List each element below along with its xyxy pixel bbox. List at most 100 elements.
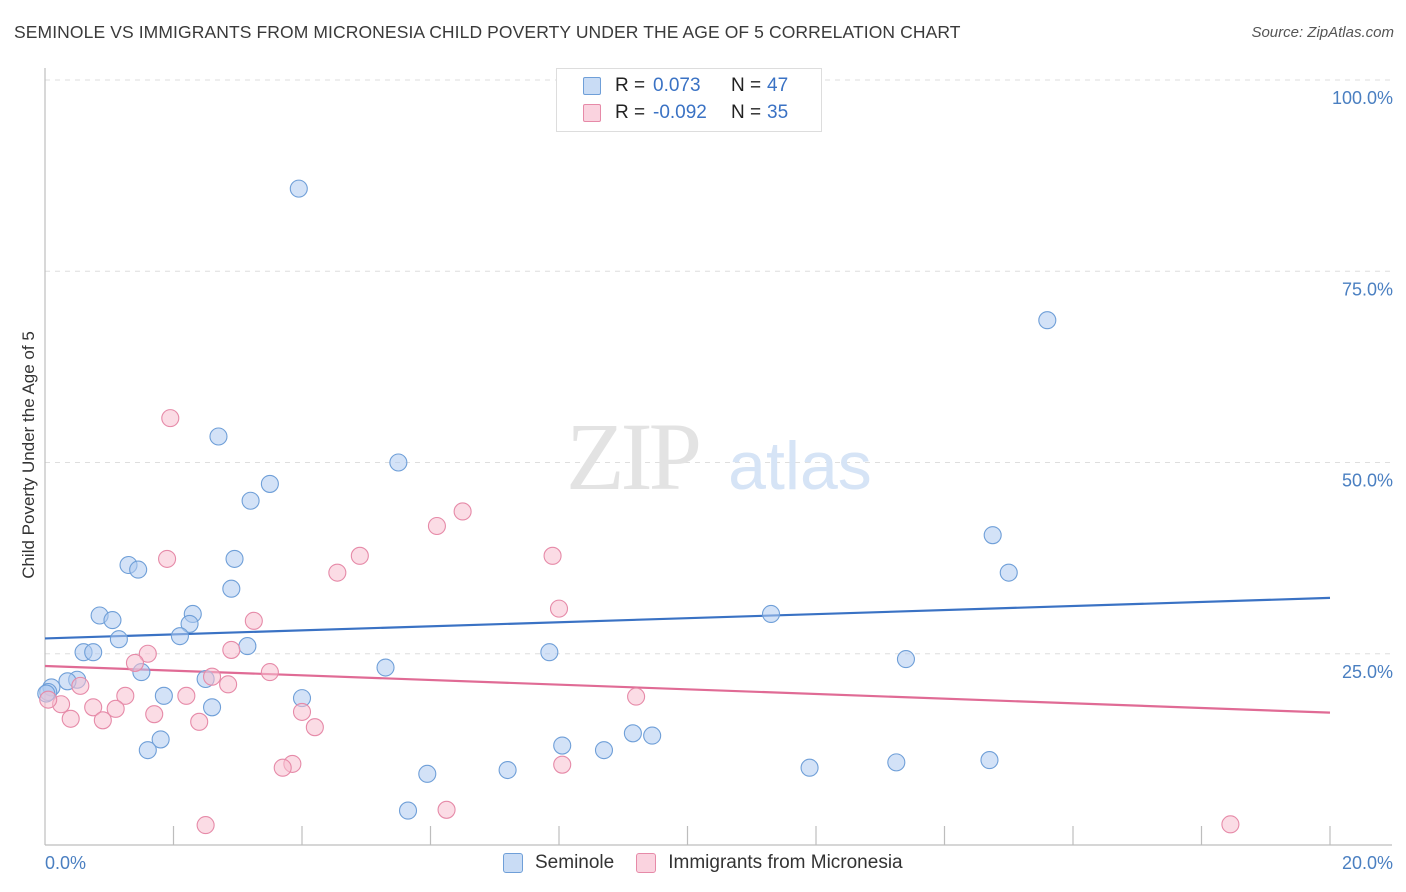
micronesia-point-20: [84, 698, 103, 717]
trend-lines: [44, 596, 1331, 714]
legend-item-seminole: Seminole: [503, 852, 614, 874]
legend-row-micronesia: R = -0.092 N = 35: [583, 101, 788, 125]
legend-swatch-micronesia: [583, 104, 601, 122]
watermark-zip: ZIP: [566, 403, 699, 510]
watermark-atlas: atlas: [728, 428, 872, 504]
seminole-point-0: [289, 179, 308, 198]
micronesia-point-30: [553, 755, 572, 774]
micronesia-point-8: [244, 611, 263, 630]
seminole-point-37: [643, 726, 662, 745]
y-tick-label-50: 50.0%: [1342, 471, 1393, 491]
micronesia-point-33: [1221, 815, 1240, 834]
micronesia-point-27: [305, 718, 324, 737]
micronesia-point-25: [93, 711, 112, 730]
seminole-point-23: [896, 650, 916, 669]
micronesia-point-13: [203, 667, 222, 686]
seminole-point-7: [999, 563, 1018, 582]
micronesia-point-24: [61, 709, 80, 728]
legend-label-seminole: Seminole: [535, 852, 615, 873]
legend-r-label: R =: [615, 75, 646, 96]
y-axis-label: Child Poverty Under the Age of 5: [19, 331, 38, 579]
micronesia-point-2: [427, 516, 446, 536]
seminole-point-39: [594, 741, 614, 760]
seminole-point-2: [209, 427, 228, 446]
micronesia-point-14: [219, 675, 238, 694]
seminole-point-5: [241, 491, 260, 510]
seminole-point-44: [418, 764, 437, 783]
legend-item-micronesia: Immigrants from Micronesia: [636, 852, 903, 874]
correlation-legend: R = 0.073 N = 47 R = -0.092 N = 35: [556, 68, 822, 132]
seminole-point-34: [151, 730, 170, 749]
micronesia-point-34: [39, 690, 58, 709]
seminole-point-35: [138, 741, 157, 760]
watermark: ZIP atlas: [566, 403, 872, 510]
seminole-point-9: [129, 560, 148, 579]
seminole-point-42: [800, 758, 819, 777]
seminole-point-14: [103, 611, 122, 630]
micronesia-point-7: [549, 599, 569, 618]
micronesia-point-1: [453, 502, 472, 521]
seminole-point-24: [376, 658, 395, 677]
chart-title: SEMINOLE VS IMMIGRANTS FROM MICRONESIA C…: [14, 22, 961, 42]
micronesia-point-5: [543, 546, 562, 565]
y-tick-label-100: 100.0%: [1332, 88, 1393, 108]
legend-swatch-seminole: [583, 77, 601, 95]
y-tick-label-75: 75.0%: [1342, 279, 1393, 299]
seminole-point-10: [225, 549, 244, 568]
grid-lines: [45, 79, 1392, 655]
seminole-point-21: [84, 643, 103, 662]
seminole-point-11: [222, 579, 241, 598]
seminole-point-18: [109, 630, 128, 649]
micronesia-point-23: [145, 705, 164, 724]
micronesia-point-22: [292, 702, 312, 721]
micronesia-point-32: [196, 816, 215, 835]
tick-labels: 25.0% 50.0% 75.0% 100.0% 0.0% 20.0%: [45, 88, 1393, 873]
seminole-point-3: [389, 453, 408, 472]
legend-swatch-seminole: [503, 853, 523, 873]
legend-n-label: N =: [731, 102, 762, 123]
x-tick-label-20: 20.0%: [1342, 853, 1393, 873]
seminole-point-1: [1038, 311, 1057, 330]
micronesia-point-17: [177, 686, 196, 705]
micronesia-point-31: [437, 800, 456, 819]
micronesia-point-16: [116, 686, 135, 705]
legend-label-micronesia: Immigrants from Micronesia: [668, 852, 903, 873]
legend-swatch-micronesia: [636, 853, 657, 873]
legend-row-seminole: R = 0.073 N = 47: [583, 74, 788, 98]
seminole-point-12: [761, 604, 781, 624]
series-legend: Seminole Immigrants from Micronesia: [503, 852, 925, 874]
y-tick-label-25: 25.0%: [1342, 662, 1393, 682]
seminole-point-40: [980, 751, 999, 770]
seminole-point-41: [887, 753, 906, 772]
micronesia-point-10: [138, 644, 157, 663]
legend-n-value-micronesia: 35: [767, 102, 789, 123]
micronesia-point-0: [161, 409, 180, 428]
seminole-point-16: [180, 614, 199, 633]
legend-r-value-seminole: 0.073: [653, 75, 701, 96]
seminole-point-4: [260, 474, 279, 493]
legend-r-label: R =: [615, 102, 646, 123]
micronesia-point-3: [158, 549, 177, 568]
axes: [44, 68, 1392, 846]
x-tick-label-0: 0.0%: [45, 853, 86, 873]
micronesia-point-9: [222, 640, 241, 659]
data-points: [37, 179, 1240, 835]
legend-n-label: N =: [731, 75, 762, 96]
seminole-point-19: [238, 637, 257, 656]
seminole-point-45: [398, 801, 418, 820]
micronesia-point-26: [190, 712, 209, 731]
seminole-point-22: [540, 643, 559, 662]
micronesia-point-18: [627, 687, 646, 706]
source-label: Source: ZipAtlas.com: [1251, 24, 1394, 41]
seminole-point-43: [498, 760, 517, 780]
seminole-point-36: [623, 724, 642, 743]
micronesia-point-12: [260, 663, 279, 682]
seminole-point-17: [170, 627, 189, 646]
micronesia-point-15: [71, 676, 90, 695]
micronesia-trend-line: [44, 664, 1331, 714]
seminole-point-6: [983, 526, 1002, 545]
legend-r-value-micronesia: -0.092: [653, 102, 707, 123]
micronesia-point-11: [125, 653, 144, 672]
seminole-point-31: [154, 686, 173, 705]
